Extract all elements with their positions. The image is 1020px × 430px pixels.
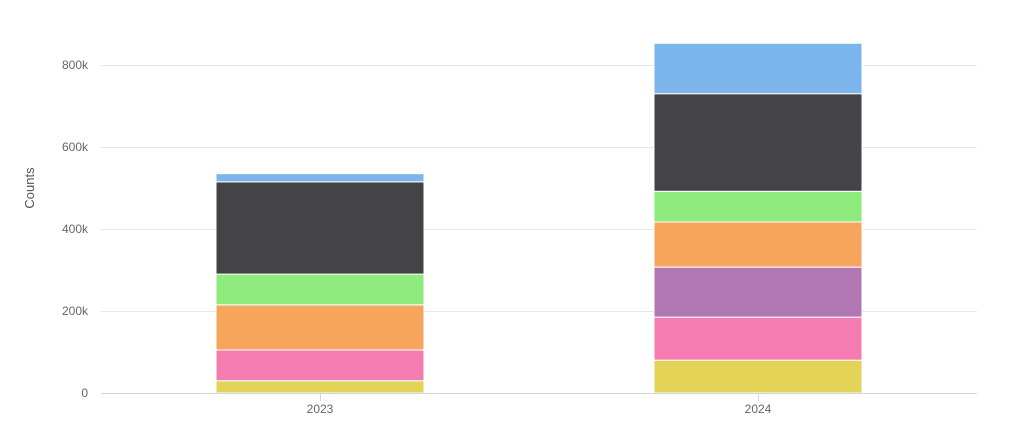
y-axis-title: Counts — [22, 167, 37, 209]
bar-segment[interactable] — [653, 93, 863, 192]
bar-segment[interactable] — [215, 173, 425, 183]
x-tick-label: 2024 — [745, 402, 772, 416]
bar-segment[interactable] — [215, 273, 425, 306]
y-tick-label: 600k — [62, 140, 89, 154]
bar-segment[interactable] — [215, 380, 425, 394]
y-tick-label: 200k — [62, 304, 89, 318]
y-tick-label: 400k — [62, 222, 89, 236]
bar-segment[interactable] — [653, 359, 863, 394]
x-tick-label: 2023 — [307, 402, 334, 416]
bar-segment[interactable] — [653, 42, 863, 95]
bar-segment[interactable] — [653, 266, 863, 318]
bar-segment[interactable] — [653, 316, 863, 361]
bar-segment[interactable] — [215, 349, 425, 382]
bars — [215, 42, 863, 394]
axes: 0 200k 400k 600k 800k 2023 2024 — [62, 58, 977, 416]
bar-segment[interactable] — [215, 181, 425, 275]
bar-segment[interactable] — [653, 221, 863, 268]
bar-segment[interactable] — [215, 304, 425, 351]
bar-segment[interactable] — [653, 190, 863, 223]
y-tick-label: 800k — [62, 58, 89, 72]
y-tick-label: 0 — [81, 386, 88, 400]
